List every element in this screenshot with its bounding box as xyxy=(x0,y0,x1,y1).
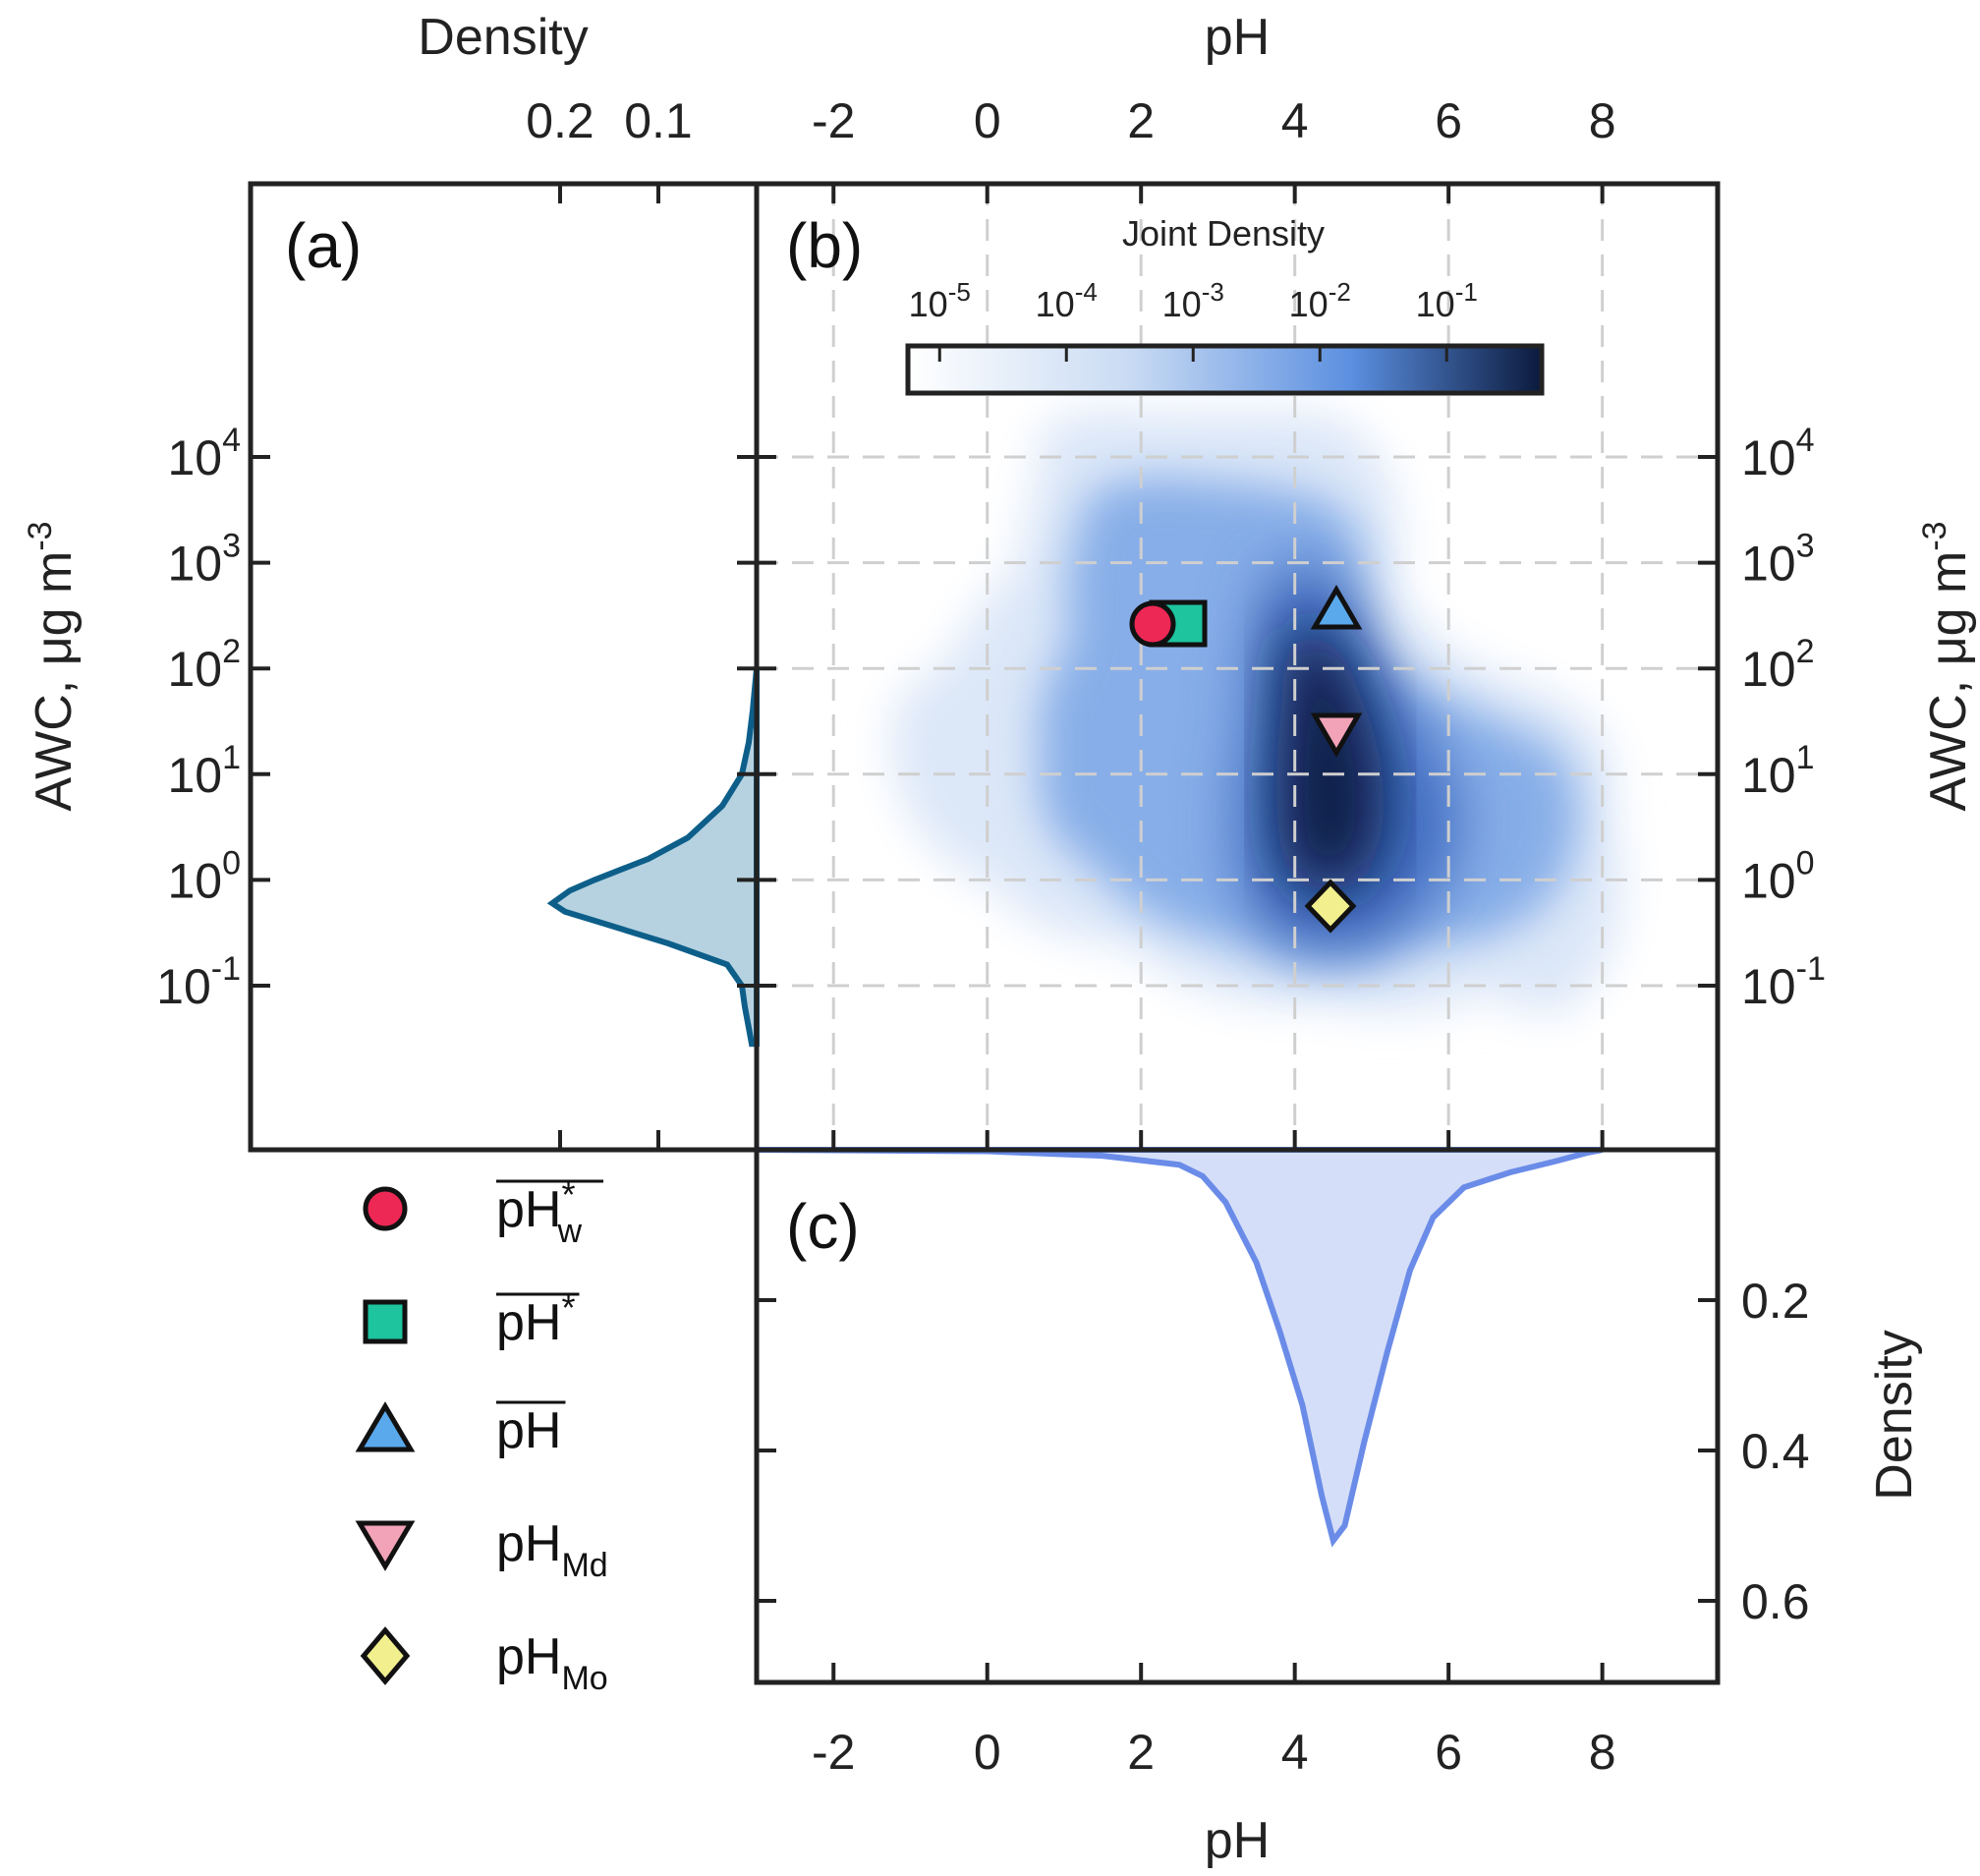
tick-label-awc-right: 104 xyxy=(1741,422,1815,485)
legend-marker-diamond xyxy=(360,1626,411,1685)
tick-label-density-c: 0.6 xyxy=(1741,1574,1810,1629)
tick-label-awc-right: 100 xyxy=(1741,844,1815,908)
colorbar-tick-label: 10-3 xyxy=(1162,277,1224,324)
axis-title-b-top: pH xyxy=(1205,9,1270,66)
tick-label-density-c: 0.2 xyxy=(1741,1274,1810,1329)
legend-marker-square xyxy=(363,1299,408,1344)
colorbar-tick-label: 10-2 xyxy=(1289,277,1351,324)
frame-a xyxy=(248,181,760,1153)
colorbar-tick-label: 10-4 xyxy=(1036,277,1098,324)
tick-label-awc-left: 10-1 xyxy=(156,950,241,1014)
legend-label: pH* w xyxy=(496,1174,583,1250)
axes: -2 -2 0 0 2 2 4 4 6 6 8 8 10-1 10-1 100 100 101 101 102 102… xyxy=(156,93,1826,1780)
density-curve-awc xyxy=(546,667,760,1048)
marker-triangle-up-ph-mean xyxy=(1310,585,1363,630)
tick-label-ph-top: -2 xyxy=(812,93,855,148)
panel-label-c: (c) xyxy=(786,1191,860,1262)
summary-markers xyxy=(1129,585,1363,934)
axis-title-a-top: Density xyxy=(418,9,588,66)
tick-label-awc-right: 10-1 xyxy=(1741,950,1826,1014)
panel-b: Joint Density 10-5 10-4 10-3 10-2 10-1 (b) xyxy=(757,184,1718,1150)
marker-circle-ph-star-w xyxy=(1129,600,1176,648)
tick-label-awc-right: 103 xyxy=(1741,528,1815,592)
panel-c: (c) xyxy=(756,1147,1604,1548)
tick-label-ph-top: 6 xyxy=(1435,93,1462,148)
marker-diamond-ph-mo xyxy=(1304,879,1357,934)
legend-marker-triangle-up xyxy=(355,1401,416,1452)
legend-label: pHMo xyxy=(496,1628,608,1697)
colorbar-tick-label: 10-1 xyxy=(1416,277,1478,324)
legend-label: pHMd xyxy=(496,1515,608,1584)
tick-label-awc-left: 101 xyxy=(167,739,241,803)
joint-density-heatmap xyxy=(891,410,1622,1014)
axis-title-c-bottom: pH xyxy=(1205,1812,1270,1869)
legend-label: pH xyxy=(496,1402,561,1459)
tick-label-ph-top: 2 xyxy=(1127,93,1155,148)
colorbar-title: Joint Density xyxy=(1122,213,1325,254)
tick-label-awc-left: 104 xyxy=(167,422,241,485)
tick-label-ph-bottom: 8 xyxy=(1589,1725,1616,1780)
axis-title-c-right: Density xyxy=(1866,1330,1923,1500)
marker-triangle-down-ph-md xyxy=(1310,712,1363,758)
density-curve-ph xyxy=(756,1147,1604,1548)
tick-label-ph-bottom: -2 xyxy=(812,1725,855,1780)
tick-label-awc-left: 103 xyxy=(167,528,241,592)
axis-title-a-left: AWC, μg m-3 xyxy=(22,521,83,811)
colorbar-tick-label: 10-5 xyxy=(909,277,971,324)
tick-label-ph-bottom: 0 xyxy=(974,1725,1001,1780)
panel-label-b: (b) xyxy=(786,210,863,281)
density-peak xyxy=(1276,627,1385,893)
tick-label-density-c: 0.4 xyxy=(1741,1424,1810,1479)
tick-label-ph-top: 8 xyxy=(1589,93,1616,148)
tick-label-density-a: 0.1 xyxy=(624,93,693,148)
panel-label-a: (a) xyxy=(285,210,362,281)
tick-label-ph-top: 4 xyxy=(1281,93,1309,148)
tick-label-density-a: 0.2 xyxy=(526,93,594,148)
tick-label-awc-right: 102 xyxy=(1741,633,1815,697)
tick-label-ph-bottom: 6 xyxy=(1435,1725,1462,1780)
tick-label-ph-bottom: 4 xyxy=(1281,1725,1309,1780)
tick-label-ph-top: 0 xyxy=(974,93,1001,148)
axis-title-b-right: AWC, μg m-3 xyxy=(1916,521,1977,811)
colorbar: Joint Density 10-5 10-4 10-3 10-2 10-1 xyxy=(905,213,1545,396)
legend-marker-circle xyxy=(363,1186,408,1231)
tick-label-awc-right: 101 xyxy=(1741,739,1815,803)
tick-label-awc-left: 100 xyxy=(167,844,241,908)
tick-label-awc-left: 102 xyxy=(167,633,241,697)
panel-a: (a) xyxy=(285,210,760,1048)
frame-c xyxy=(754,1147,1721,1685)
colorbar-gradient xyxy=(905,343,1545,396)
legend: pH* w pH* pH pHMd pHMo xyxy=(355,1174,608,1697)
legend-marker-triangle-down xyxy=(355,1520,416,1571)
tick-label-ph-bottom: 2 xyxy=(1127,1725,1155,1780)
legend-label: pH* xyxy=(496,1287,576,1351)
